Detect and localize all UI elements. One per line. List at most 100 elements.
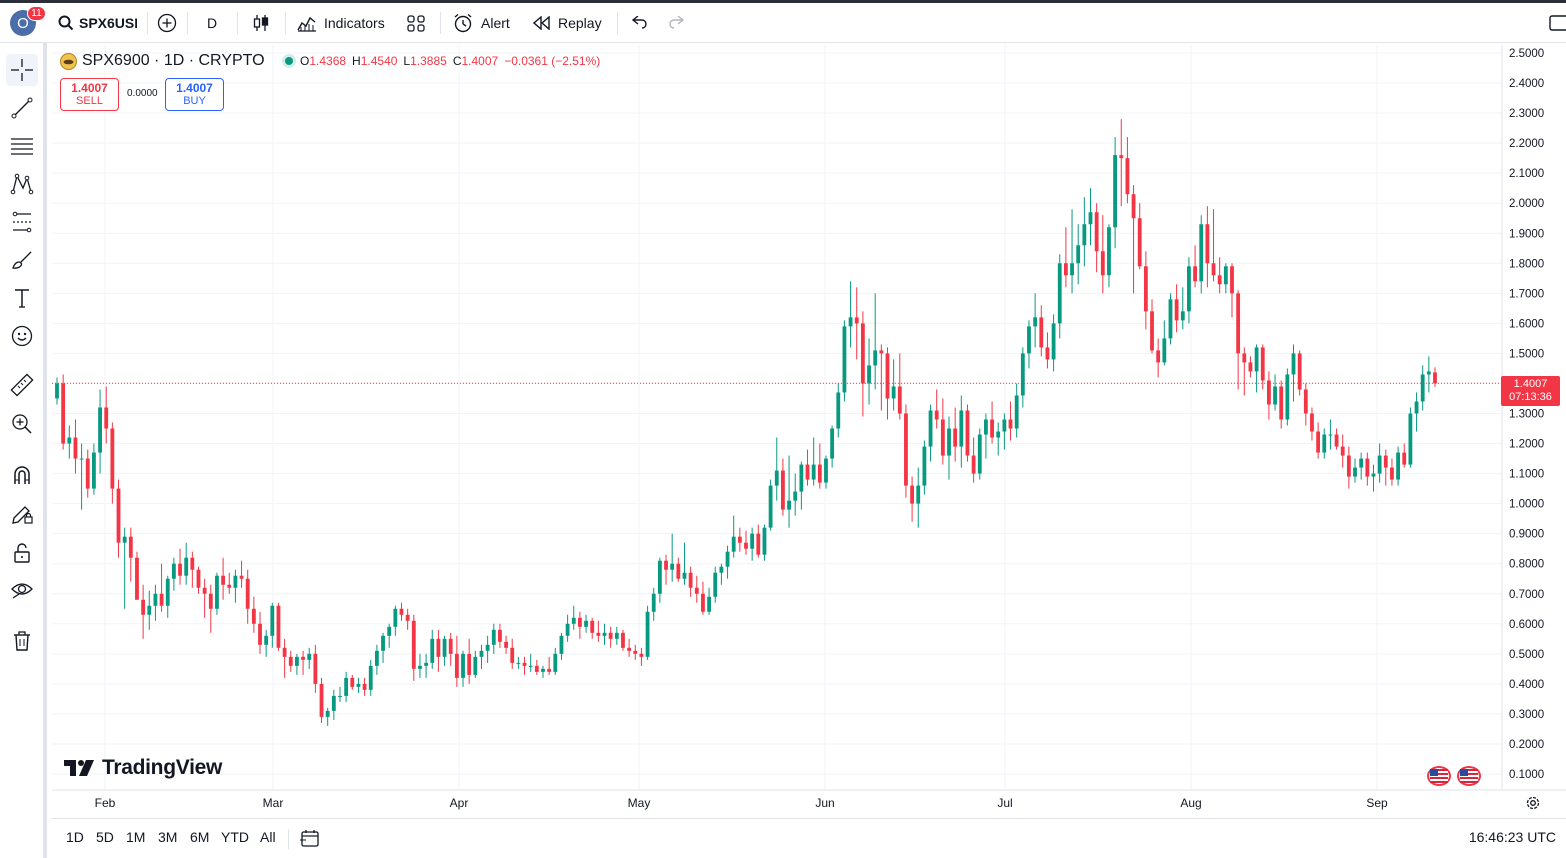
forecasting-tool[interactable]	[6, 206, 38, 238]
emoji-tool[interactable]	[6, 320, 38, 352]
candle-body	[350, 677, 355, 687]
text-icon	[10, 286, 34, 310]
compare-symbol-button[interactable]	[157, 3, 177, 43]
candle-body	[1094, 212, 1099, 252]
candle-body	[639, 653, 644, 657]
notification-badge[interactable]: 11	[27, 6, 46, 21]
candle-body	[319, 683, 324, 717]
low-value: 1.3885	[410, 54, 447, 68]
candle-body	[1008, 419, 1013, 429]
candle-body	[1297, 353, 1302, 390]
price-tick-label: 0.2000	[1509, 739, 1544, 751]
range-5d-button[interactable]: 5D	[96, 829, 114, 845]
candle-body	[98, 407, 102, 453]
crosshair-tool[interactable]	[6, 54, 38, 86]
go-to-date-button[interactable]	[300, 828, 320, 848]
candle-body	[1303, 389, 1308, 414]
range-3m-button[interactable]: 3M	[158, 829, 178, 845]
magnet-tool[interactable]	[6, 459, 38, 491]
candle-body	[1291, 353, 1296, 375]
price-tick-label: 1.7000	[1509, 288, 1544, 300]
candle-body	[904, 413, 908, 486]
candle-body	[1187, 266, 1191, 312]
candle-body	[1402, 452, 1407, 465]
candle-body	[1365, 458, 1370, 477]
chart-pane[interactable]: 2.5000 2.4000 2.3000 2.2000 2.1000 2.0000 1.90…	[52, 45, 1566, 816]
candle-body	[571, 617, 576, 624]
price-tick-label: 0.5000	[1509, 649, 1544, 661]
alert-button[interactable]: Alert	[452, 3, 510, 43]
candle-body	[1070, 263, 1074, 276]
high-label: H	[352, 54, 361, 68]
price-chart[interactable]: 2.5000 2.4000 2.3000 2.2000 2.1000 2.0000 1.90…	[52, 45, 1566, 816]
candle-body	[1100, 251, 1105, 276]
candle-body	[1020, 353, 1025, 396]
replay-button[interactable]: Replay	[533, 3, 602, 43]
candle-body	[688, 572, 693, 588]
patterns-tool[interactable]	[6, 168, 38, 200]
remove-drawings-button[interactable]	[6, 625, 38, 657]
candle-body	[467, 653, 472, 675]
candle-body	[1057, 263, 1062, 324]
templates-button[interactable]	[406, 3, 426, 43]
range-all-button[interactable]: All	[260, 829, 276, 845]
measure-tool[interactable]	[6, 369, 38, 401]
candle-body	[411, 620, 416, 669]
symbol-legend[interactable]: SPX6900 · 1D · CRYPTO	[60, 52, 293, 70]
undo-button[interactable]	[630, 3, 648, 43]
utc-clock[interactable]: 16:46:23 UTC	[1468, 829, 1556, 845]
lock-drawings-button[interactable]	[6, 537, 38, 569]
candle-body	[842, 326, 847, 393]
candle-body	[1045, 347, 1050, 360]
calendar-icon	[300, 828, 320, 848]
us-flag-icon-2[interactable]	[1457, 766, 1481, 786]
indicators-button[interactable]: Indicators	[297, 3, 385, 43]
sell-price: 1.4007	[71, 80, 108, 95]
buy-button[interactable]: 1.4007 BUY	[165, 78, 224, 111]
time-tick-label: May	[628, 796, 651, 810]
fullscreen-button[interactable]	[1549, 3, 1566, 43]
range-1m-button[interactable]: 1M	[126, 829, 146, 845]
candle-body	[781, 470, 785, 510]
chart-settings-button[interactable]	[1525, 795, 1541, 811]
low-label: L	[403, 54, 411, 68]
bar-countdown: 07:13:36	[1509, 391, 1552, 403]
candle-body	[1254, 347, 1259, 372]
tv-logo-icon	[64, 759, 96, 777]
candle-body	[817, 464, 822, 483]
tradingview-logo[interactable]: TradingView	[64, 756, 222, 780]
redo-button[interactable]	[668, 3, 686, 43]
chart-type-button[interactable]	[252, 3, 270, 43]
candle-body	[799, 464, 804, 492]
last-price-tag[interactable]: 1.4007 07:13:36	[1501, 376, 1560, 406]
range-6m-button[interactable]: 6M	[190, 829, 210, 845]
search-icon	[58, 15, 74, 31]
candle-body	[282, 647, 287, 657]
candle-body	[897, 386, 902, 414]
magnet-icon	[10, 463, 34, 487]
candle-body	[331, 695, 336, 711]
text-tool[interactable]	[6, 282, 38, 314]
range-1d-button[interactable]: 1D	[66, 829, 84, 845]
candle-body	[116, 488, 121, 543]
candle-body	[516, 662, 521, 664]
trend-line-tool[interactable]	[6, 92, 38, 124]
range-ytd-button[interactable]: YTD	[221, 829, 249, 845]
candle-body	[694, 587, 699, 594]
candle-body	[590, 620, 595, 633]
candle-body	[971, 455, 976, 474]
time-tick-label: Jul	[997, 796, 1012, 810]
zoom-tool[interactable]	[6, 408, 38, 440]
us-flag-icon[interactable]	[1427, 766, 1451, 786]
stay-in-drawing-mode[interactable]	[6, 498, 38, 530]
candle-body	[55, 383, 59, 399]
redo-icon	[668, 16, 686, 30]
sell-button[interactable]: 1.4007 SELL	[60, 78, 119, 111]
candle-body	[399, 608, 404, 615]
fib-tool[interactable]	[6, 130, 38, 162]
hide-drawings-button[interactable]	[6, 573, 38, 605]
interval-button[interactable]: D	[207, 3, 217, 43]
brush-tool[interactable]	[6, 244, 38, 276]
